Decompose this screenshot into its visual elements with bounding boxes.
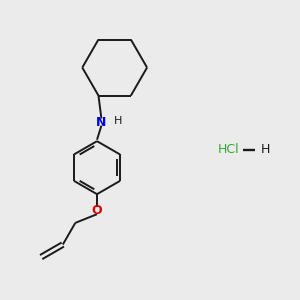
Text: H: H: [260, 143, 270, 157]
Text: HCl: HCl: [218, 143, 239, 157]
Text: N: N: [96, 116, 106, 129]
Text: O: O: [92, 204, 102, 217]
Text: H: H: [113, 116, 122, 126]
